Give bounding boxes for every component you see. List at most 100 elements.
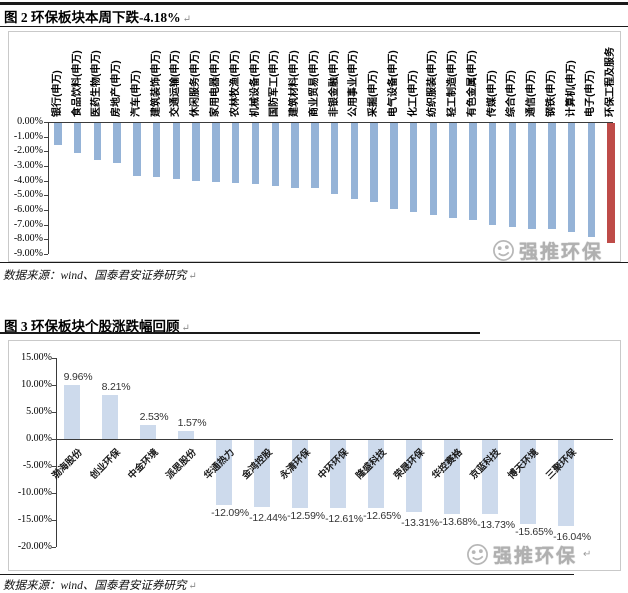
figure3-chart-canvas: 15.00% 10.00% 5.00% 0.00% -5.00% -10.00% -15.0…	[8, 340, 621, 571]
ytick-label: -8.00%	[13, 233, 43, 245]
category-label: 纺织服装(申万)	[427, 50, 439, 117]
category-label: 创业环保	[88, 447, 123, 482]
value-label: -13.68%	[439, 515, 477, 528]
bar	[607, 123, 615, 244]
bar	[558, 440, 574, 527]
bar	[482, 440, 498, 514]
ytick-mark	[44, 166, 48, 167]
value-label: -13.73%	[477, 518, 515, 531]
value-label: 8.21%	[101, 380, 131, 393]
bar	[528, 123, 536, 229]
bar	[406, 440, 422, 512]
category-label: 通信(申万)	[526, 70, 538, 117]
watermark: 强推环保	[492, 237, 603, 264]
category-label: 化工(申万)	[407, 70, 419, 117]
figure2-bottom-rule	[0, 262, 628, 263]
ytick-label: -20.00%	[17, 540, 52, 552]
category-label: 医药生物(申万)	[91, 50, 103, 117]
ytick-mark	[52, 492, 56, 494]
bar	[140, 425, 156, 439]
ytick-mark	[44, 151, 48, 153]
category-label: 建筑材料(申万)	[289, 50, 301, 117]
ytick-mark	[44, 239, 48, 241]
category-label: 汽车(申万)	[130, 70, 142, 117]
value-label: -16.04%	[553, 531, 591, 544]
bar	[508, 123, 517, 227]
ytick-label: -5.00%	[13, 189, 43, 201]
value-label: -13.31%	[401, 516, 439, 529]
ytick-mark	[52, 358, 56, 360]
ytick-label: -1.00%	[13, 130, 43, 142]
bar	[113, 123, 121, 164]
category-label: 中金环境	[126, 447, 161, 482]
figure3-title: 图 3 环保板块个股涨跌幅回顾 ↵	[4, 315, 190, 335]
category-label: 房地产(申万)	[111, 60, 123, 117]
ytick-label: 0.00%	[26, 433, 52, 444]
bar	[212, 123, 220, 182]
figure2-top-rule	[0, 2, 628, 5]
watermark: 强推环保 ↵	[466, 541, 591, 568]
ytick-mark	[44, 224, 48, 226]
source-text: 数据来源：wind、国泰君安证券研究	[3, 580, 187, 592]
bar	[488, 123, 497, 225]
ytick-mark	[44, 195, 48, 197]
source-text: 数据来源：wind、国泰君安证券研究	[3, 270, 187, 282]
bar	[449, 123, 457, 218]
y-axis-line	[56, 358, 57, 547]
bar	[520, 440, 536, 525]
category-label: 环保工程及服务	[605, 47, 617, 117]
ytick-label: 0.00%	[17, 116, 43, 127]
ytick-mark	[44, 254, 48, 256]
watermark-logo-icon	[467, 544, 488, 565]
category-label: 建筑装饰(申万)	[150, 50, 162, 117]
value-label: -12.09%	[211, 507, 249, 520]
category-label: 综合(申万)	[506, 70, 518, 117]
ytick-label: -5.00%	[22, 459, 52, 471]
bar	[216, 440, 232, 506]
bar	[390, 123, 398, 209]
bar	[311, 123, 319, 189]
figure2-title-underline	[0, 26, 628, 27]
bar	[368, 440, 384, 509]
category-label: 轻工制造(申万)	[447, 50, 459, 117]
ytick-label: -2.00%	[13, 145, 43, 157]
category-label: 传媒(申万)	[486, 70, 498, 117]
figure2-chart-canvas: 0.00% -1.00% -2.00% -3.00% -4.00% -5.00% -6.00…	[8, 31, 621, 262]
return-mark: ↵	[188, 271, 197, 282]
bar	[73, 123, 82, 153]
ytick-label: 10.00%	[21, 379, 52, 391]
watermark-text: 强推环保	[493, 546, 578, 567]
category-label: 休闲服务(申万)	[190, 50, 202, 117]
category-label: 公用事业(申万)	[348, 50, 360, 117]
bar	[350, 123, 359, 200]
figure3-source-note: 数据来源：wind、国泰君安证券研究 ↵	[3, 577, 197, 593]
category-label: 电子(申万)	[585, 70, 597, 117]
category-label: 电气设备(申万)	[387, 50, 399, 117]
bar	[231, 123, 240, 183]
bar	[567, 123, 576, 233]
category-label: 食品饮料(申万)	[71, 50, 83, 117]
ytick-mark	[44, 122, 48, 123]
bar	[178, 430, 194, 439]
bar	[54, 123, 62, 146]
bar	[444, 440, 460, 514]
value-label: -12.59%	[287, 509, 325, 522]
ytick-mark	[44, 180, 48, 182]
value-label: -12.65%	[363, 510, 401, 523]
figure3-title-text: 图 3 环保板块个股涨跌幅回顾	[4, 319, 180, 334]
figure3-title-underline	[0, 332, 480, 334]
category-label: 商业贸易(申万)	[308, 50, 320, 117]
ytick-label: -7.00%	[13, 218, 43, 230]
ytick-mark	[44, 136, 48, 138]
bar	[291, 123, 299, 188]
value-label: -12.61%	[325, 512, 363, 525]
figure2-title-text: 图 2 环保板块本周下跌-4.18%	[4, 10, 181, 25]
bar	[292, 440, 308, 508]
ytick-label: -6.00%	[13, 204, 43, 216]
category-label: 派思股份	[164, 447, 199, 482]
bar	[330, 440, 346, 508]
category-label: 家用电器(申万)	[209, 50, 221, 117]
bar	[469, 123, 477, 221]
value-label: 9.96%	[63, 371, 93, 384]
category-label: 采掘(申万)	[368, 70, 380, 117]
